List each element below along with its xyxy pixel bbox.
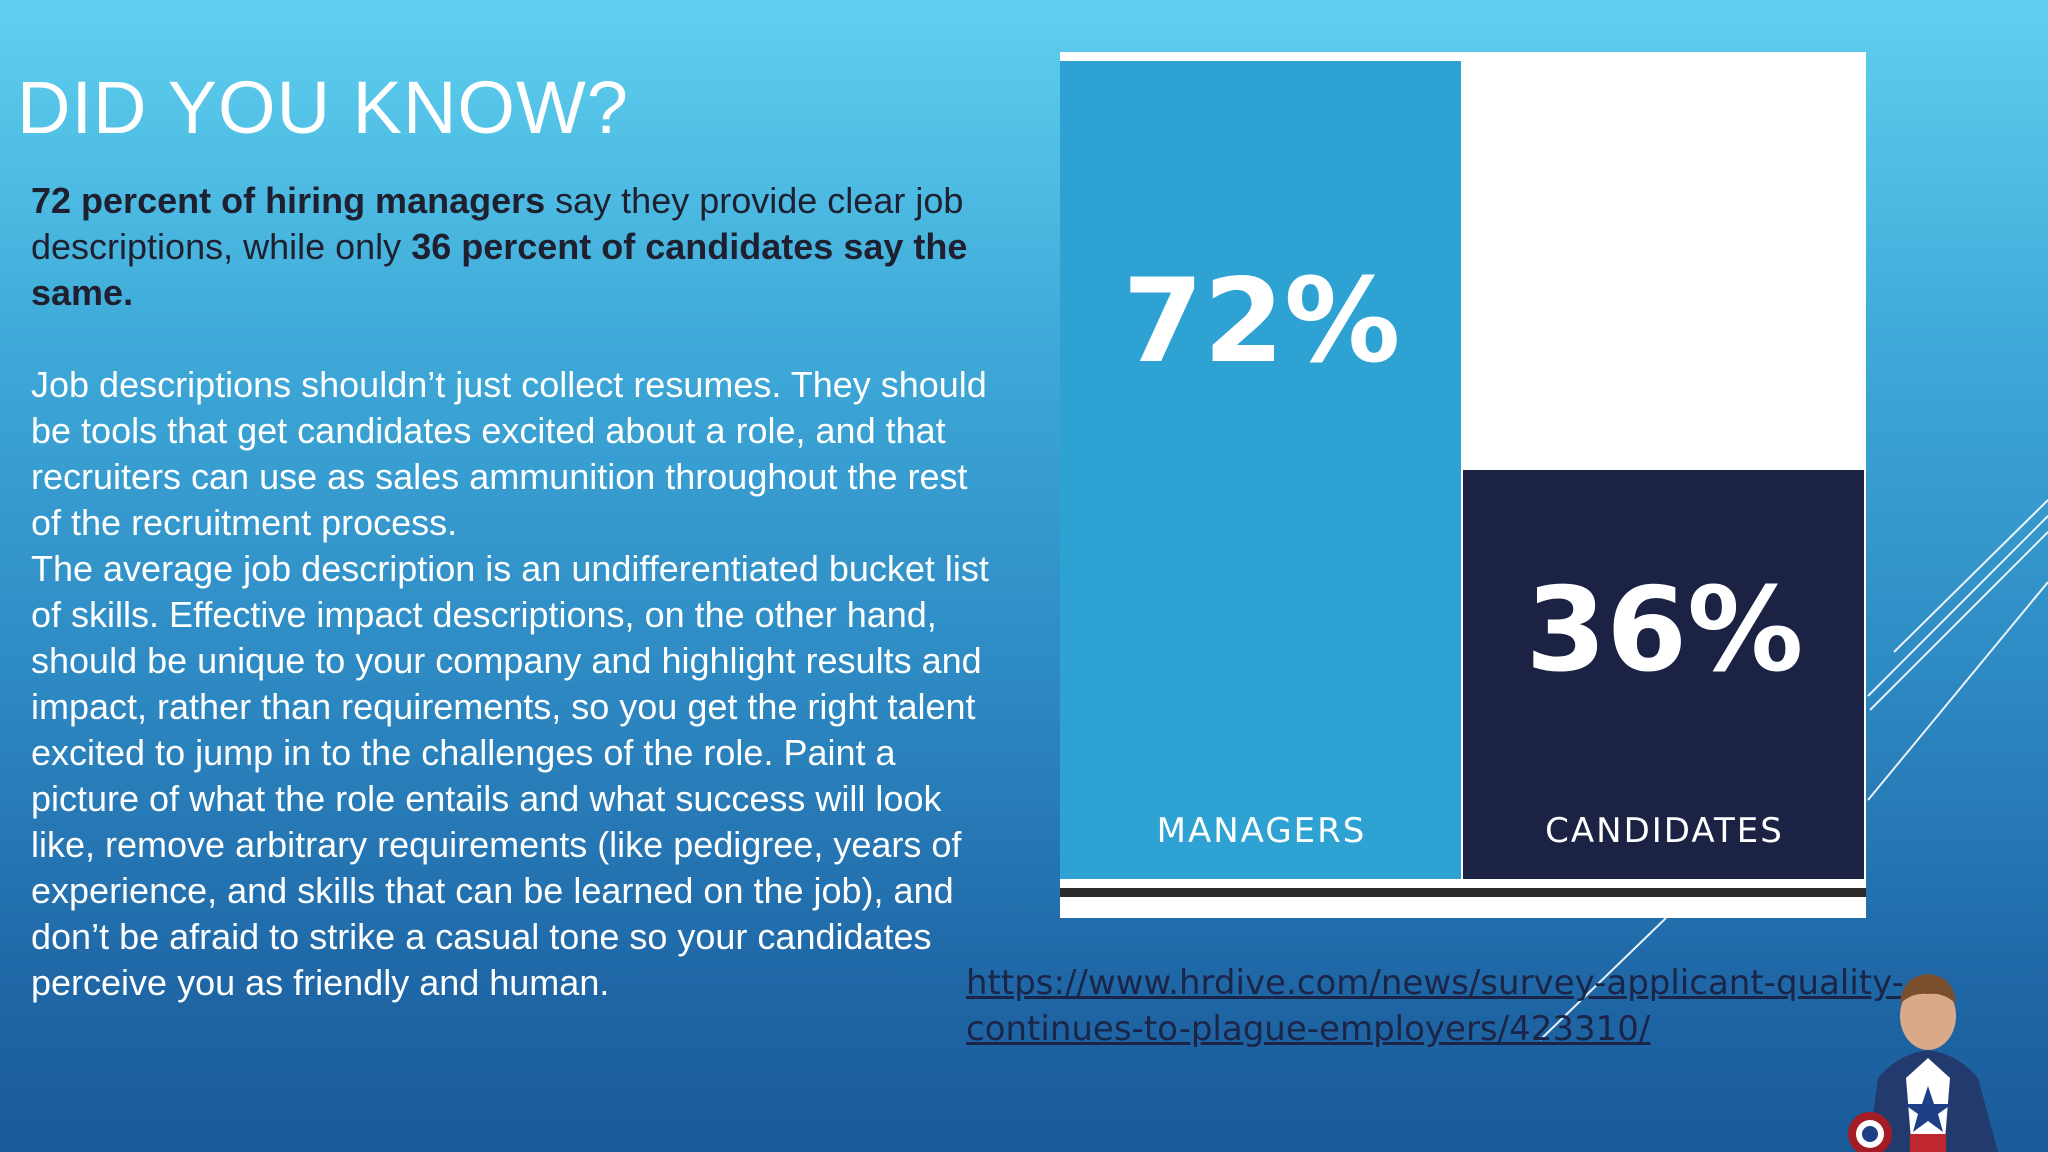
lead-bold-candidates: 36 percent of candidates say the same. — [31, 226, 968, 313]
category-label-managers: MANAGERS — [1157, 811, 1367, 851]
value-label-managers: 72% — [1123, 254, 1401, 389]
slide-title: DID YOU KNOW? — [17, 66, 629, 149]
bar-candidates — [1463, 470, 1864, 879]
captain-america-figure-icon — [1848, 974, 1998, 1152]
comparison-chart: 72% MANAGERS 36% CANDIDATES — [1060, 52, 1866, 918]
lead-middle-text: say they provide clear job descriptions,… — [31, 180, 964, 267]
body-text: Job descriptions shouldn’t just collect … — [31, 362, 991, 1006]
chart-svg: 72% MANAGERS 36% CANDIDATES — [1060, 61, 1866, 897]
value-label-candidates: 36% — [1526, 563, 1804, 698]
chart-baseline — [1060, 888, 1866, 897]
paragraph-1: Job descriptions shouldn’t just collect … — [31, 364, 987, 543]
bar-managers — [1060, 61, 1461, 879]
category-label-candidates: CANDIDATES — [1545, 811, 1784, 851]
source-link[interactable]: https://www.hrdive.com/news/survey-appli… — [966, 963, 1904, 1049]
lead-bold-managers: 72 percent of hiring managers — [31, 180, 546, 221]
paragraph-2: The average job description is an undiff… — [31, 548, 989, 1003]
lead-statement: 72 percent of hiring managers say they p… — [31, 178, 991, 316]
